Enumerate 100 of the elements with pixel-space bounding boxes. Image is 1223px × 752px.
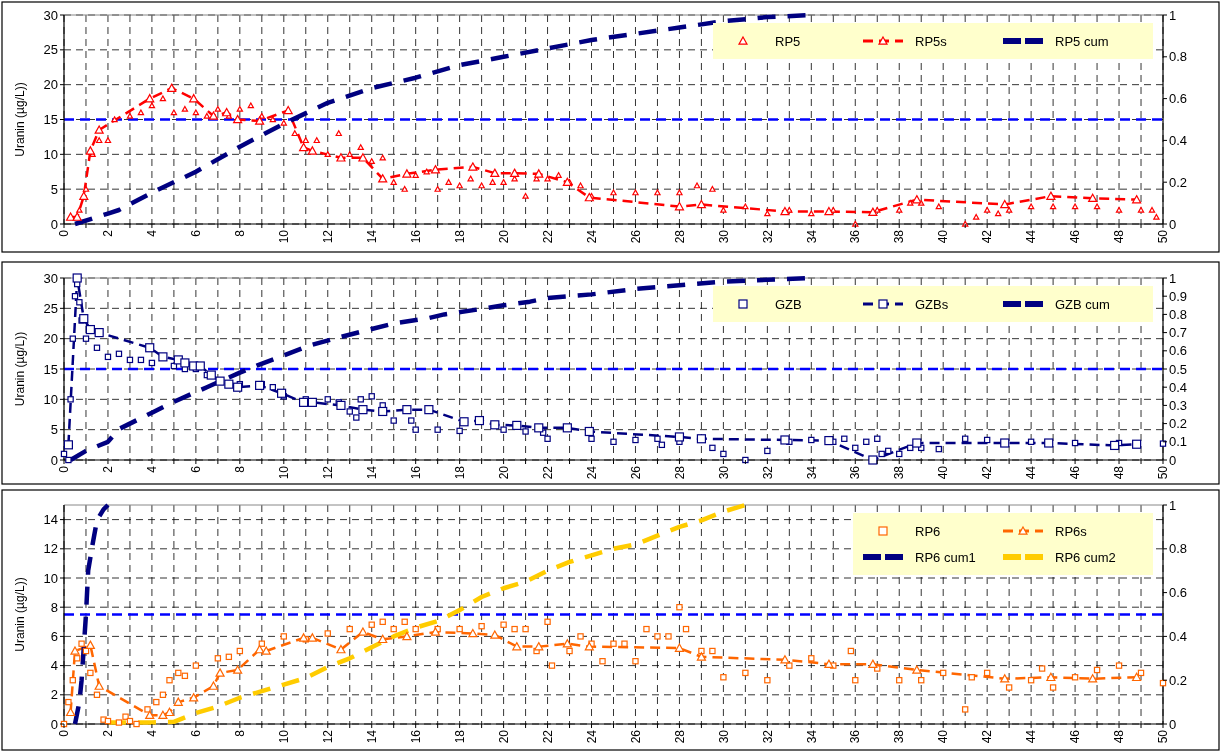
x-tick-label: 50 (1156, 465, 1171, 480)
x-tick-label: 36 (848, 729, 863, 744)
point (94, 328, 104, 338)
y2-tick-label: 0.2 (1169, 416, 1188, 432)
point (215, 668, 225, 677)
legend-label: RP6 (915, 523, 941, 539)
x-tick-label: 16 (408, 729, 423, 744)
point (298, 142, 309, 152)
point (424, 405, 434, 415)
point (145, 343, 155, 353)
point (261, 646, 271, 655)
point (1044, 438, 1054, 448)
point (868, 455, 878, 465)
point (696, 199, 707, 209)
x-tick-label: 44 (1024, 729, 1039, 744)
y2-tick-label: 1 (1169, 7, 1177, 23)
point (158, 710, 168, 720)
point (402, 631, 412, 641)
x-tick-label: 50 (1156, 229, 1171, 244)
x-tick-label: 4 (145, 465, 160, 473)
y-tick-label: 10 (43, 570, 58, 586)
x-tick-label: 24 (584, 465, 599, 480)
x-tick-label: 36 (848, 229, 863, 244)
point (490, 420, 500, 430)
y-axis-title: Uranin (µg/L)) (13, 331, 27, 407)
point (233, 114, 243, 124)
x-tick-label: 22 (540, 229, 555, 244)
y-tick-label: 25 (43, 42, 58, 58)
legend-label: RP6s (1055, 523, 1088, 539)
x-tick-label: 46 (1068, 465, 1083, 480)
x-tick-label: 28 (672, 729, 687, 744)
point (85, 324, 95, 335)
y-tick-label: 10 (43, 391, 58, 407)
y2-tick-label: 1 (1169, 497, 1177, 513)
point (534, 642, 544, 651)
point (180, 358, 190, 368)
point (189, 693, 199, 702)
point (696, 652, 707, 661)
x-tick-label: 22 (540, 729, 555, 744)
x-tick-label: 26 (628, 465, 643, 480)
point (490, 168, 500, 177)
x-tick-label: 16 (408, 229, 423, 244)
x-tick-label: 40 (936, 465, 951, 480)
point (224, 379, 234, 389)
point (1110, 440, 1120, 451)
y-tick-label: 15 (43, 112, 58, 128)
y-tick-label: 5 (50, 422, 58, 438)
point (189, 94, 199, 103)
point (378, 174, 388, 183)
point (1088, 674, 1098, 683)
x-tick-label: 46 (1068, 729, 1083, 744)
x-tick-label: 18 (452, 729, 467, 744)
x-tick-label: 18 (452, 229, 467, 244)
y-axis-title: Uranin (µg/L)) (13, 577, 27, 652)
x-tick-label: 26 (628, 729, 643, 744)
x-tick-label: 22 (540, 465, 555, 480)
point (402, 405, 412, 415)
point (94, 681, 104, 690)
x-tick-label: 46 (1068, 229, 1083, 244)
point (145, 94, 155, 103)
point (63, 440, 73, 450)
x-tick-label: 0 (57, 729, 72, 737)
point (584, 642, 594, 651)
x-tick-label: 0 (57, 229, 72, 237)
x-tick-label: 30 (716, 229, 731, 244)
y2-tick-label: 0.8 (1169, 541, 1188, 557)
x-tick-label: 24 (584, 229, 599, 244)
point (468, 162, 478, 171)
y2-tick-label: 0.5 (1169, 361, 1188, 377)
point (1132, 195, 1142, 204)
point (70, 646, 80, 655)
point (79, 314, 89, 324)
x-tick-label: 48 (1112, 229, 1127, 244)
y2-tick-label: 0.9 (1169, 288, 1188, 304)
x-tick-label: 40 (936, 729, 951, 744)
point (298, 397, 309, 407)
x-tick-label: 38 (892, 229, 907, 244)
legend-label: RP5 (775, 33, 801, 49)
x-tick-label: 2 (101, 729, 116, 737)
x-tick-label: 30 (716, 465, 731, 480)
point (912, 665, 922, 674)
x-tick-label: 10 (277, 465, 291, 480)
y-tick-label: 8 (50, 599, 58, 615)
x-tick-label: 18 (452, 465, 467, 480)
point (780, 655, 790, 664)
y2-tick-label: 0.2 (1169, 672, 1188, 688)
x-tick-label: 20 (496, 229, 511, 244)
legend-label: GZBs (915, 296, 949, 312)
point (208, 681, 219, 690)
x-tick-label: 10 (277, 229, 291, 244)
legend-label: RP5 cum (1055, 33, 1109, 49)
x-tick-label: 34 (804, 229, 819, 244)
point (534, 169, 544, 178)
point (512, 420, 522, 431)
point (430, 627, 441, 636)
point (167, 83, 177, 92)
x-tick-label: 48 (1112, 729, 1127, 744)
point (94, 125, 104, 134)
point (255, 644, 265, 654)
y-tick-label: 14 (43, 512, 58, 528)
